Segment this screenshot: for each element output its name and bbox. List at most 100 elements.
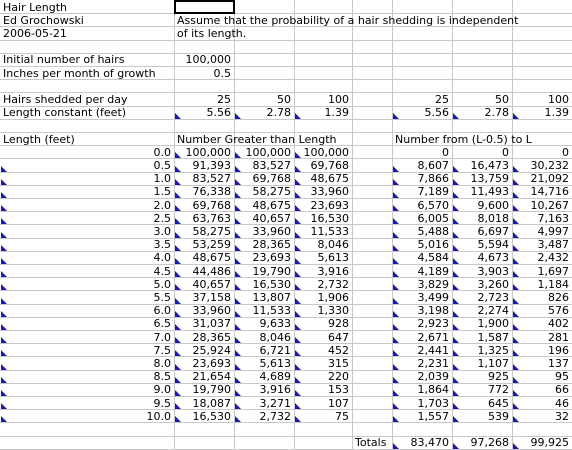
row-line — [0, 382, 572, 384]
row-line — [0, 92, 572, 94]
length: 2.0 — [153, 198, 172, 212]
count: 6,697 — [477, 224, 510, 238]
formula-marker — [393, 244, 399, 251]
formula-marker — [393, 442, 399, 449]
count: 0 — [442, 145, 449, 159]
count: 31,037 — [192, 317, 232, 331]
formula-marker — [295, 363, 301, 370]
row-line — [0, 435, 572, 437]
date: 2006-05-21 — [3, 26, 67, 40]
count: 16,473 — [470, 158, 510, 172]
formula-marker — [295, 324, 301, 330]
count: 16,530 — [310, 211, 350, 225]
count: 21,654 — [192, 370, 232, 384]
formula-marker — [295, 152, 301, 159]
formula-marker — [1, 350, 7, 357]
count: 772 — [488, 383, 509, 397]
length: 3.0 — [153, 224, 172, 238]
count: 100,000 — [303, 145, 350, 159]
length: 3.5 — [153, 238, 172, 252]
formula-marker — [513, 165, 519, 172]
formula-marker — [235, 324, 241, 330]
total: 97,268 — [470, 436, 510, 450]
count: 95 — [555, 370, 569, 384]
formula-marker — [295, 271, 301, 278]
formula-marker — [393, 363, 399, 370]
count: 2,231 — [417, 356, 450, 370]
row-line — [0, 316, 572, 318]
formula-marker — [235, 152, 241, 159]
formula-marker — [1, 403, 7, 410]
formula-marker — [453, 244, 459, 251]
value: 1.39 — [544, 106, 570, 120]
count: 3,260 — [477, 277, 510, 291]
formula-marker — [175, 218, 181, 225]
value: 50 — [495, 92, 509, 106]
formula-marker — [175, 390, 181, 396]
count: 6,721 — [259, 343, 292, 357]
count: 48,675 — [192, 251, 232, 265]
formula-marker — [393, 271, 399, 278]
count: 5,613 — [259, 356, 292, 370]
length: 1.0 — [153, 172, 172, 186]
label: Length constant (feet) — [3, 106, 127, 120]
formula-marker — [453, 165, 459, 172]
formula-marker — [513, 192, 519, 198]
count: 4,673 — [477, 251, 510, 265]
formula-marker — [235, 363, 241, 370]
formula-marker — [393, 284, 399, 291]
value: 5.56 — [206, 106, 232, 120]
formula-marker — [1, 337, 7, 344]
formula-marker — [393, 416, 399, 423]
count: 2,732 — [317, 277, 350, 291]
count: 576 — [548, 304, 569, 318]
row-line — [0, 250, 572, 252]
formula-marker — [235, 416, 241, 423]
count: 48,675 — [252, 198, 292, 212]
formula-marker — [175, 297, 181, 304]
count: 32 — [555, 409, 569, 423]
formula-marker — [235, 218, 241, 225]
formula-marker — [393, 337, 399, 344]
formula-marker — [235, 310, 241, 317]
label: Inches per month of growth — [3, 66, 156, 80]
value: 100 — [328, 92, 349, 106]
formula-marker — [175, 192, 181, 198]
count: 69,768 — [252, 172, 292, 186]
count: 44,486 — [192, 264, 232, 278]
formula-marker — [513, 284, 519, 291]
count: 8,046 — [259, 330, 292, 344]
formula-marker — [1, 244, 7, 251]
formula-marker — [393, 258, 399, 264]
formula-marker — [513, 363, 519, 370]
formula-marker — [513, 231, 519, 238]
count: 13,759 — [470, 172, 510, 186]
formula-marker — [175, 350, 181, 357]
row-line — [0, 13, 572, 15]
formula-marker — [235, 284, 241, 291]
column-line — [234, 0, 235, 450]
formula-marker — [295, 416, 301, 423]
formula-marker — [393, 310, 399, 317]
formula-marker — [453, 284, 459, 291]
count: 66 — [555, 383, 569, 397]
value: 25 — [217, 92, 231, 106]
count: 83,527 — [252, 158, 292, 172]
count: 58,275 — [192, 224, 232, 238]
count: 1,557 — [417, 409, 450, 423]
row-line — [0, 290, 572, 292]
column-line — [174, 0, 175, 450]
row-line — [0, 26, 572, 28]
formula-marker — [175, 231, 181, 238]
formula-marker — [513, 218, 519, 225]
formula-marker — [513, 258, 519, 264]
count: 9,633 — [259, 317, 292, 331]
count: 58,275 — [252, 185, 292, 199]
count: 33,960 — [252, 224, 292, 238]
formula-marker — [453, 258, 459, 264]
row-line — [0, 396, 572, 397]
count: 28,365 — [192, 330, 232, 344]
row-line — [0, 409, 572, 411]
count: 40,657 — [252, 211, 292, 225]
length: 8.5 — [153, 370, 172, 384]
